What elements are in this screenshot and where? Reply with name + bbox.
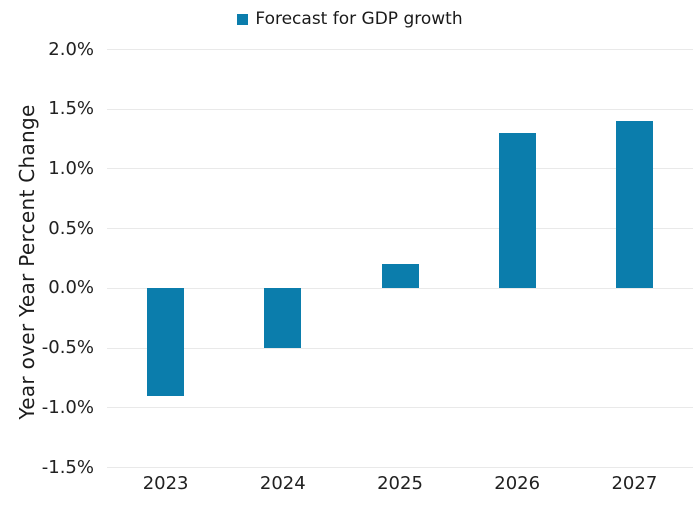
y-tick-label-1.5%: 1.5%: [48, 98, 94, 120]
y-tick-label-0.5%: 0.5%: [48, 217, 94, 239]
gridline--1.0%: [107, 407, 693, 409]
y-axis-title: Year over Year Percent Change: [15, 104, 39, 420]
x-tick-label-2026: 2026: [494, 473, 541, 494]
gridline-1.0%: [107, 168, 693, 170]
gridline-0.5%: [107, 228, 693, 230]
x-tick-label-2024: 2024: [259, 473, 306, 494]
y-tick-label-1.0%: 1.0%: [48, 157, 94, 179]
legend-series-label: Forecast for GDP growth: [255, 9, 463, 29]
legend-series-marker-icon: [237, 13, 249, 25]
chart-legend: Forecast for GDP growth: [0, 9, 700, 29]
gridline--0.5%: [107, 347, 693, 349]
bar-2027: [615, 121, 653, 289]
gridline-1.5%: [107, 108, 693, 110]
bar-2024: [264, 288, 302, 349]
y-tick-label-0.0%: 0.0%: [48, 277, 94, 299]
gridline-2.0%: [107, 49, 693, 50]
x-tick-label-2023: 2023: [142, 473, 189, 494]
bar-2025: [381, 264, 419, 289]
gridline--1.5%: [107, 467, 693, 468]
x-tick-label-2025: 2025: [377, 473, 423, 494]
x-tick-label-2027: 2027: [611, 473, 658, 494]
y-tick-label--0.5%: -0.5%: [41, 337, 94, 359]
bar-2023: [147, 288, 185, 396]
y-tick-label--1.0%: -1.0%: [41, 396, 94, 418]
y-tick-label-2.0%: 2.0%: [48, 38, 94, 60]
y-tick-label--1.5%: -1.5%: [41, 456, 94, 478]
bar-2026: [498, 133, 536, 289]
gridline-0.0%: [107, 287, 693, 289]
